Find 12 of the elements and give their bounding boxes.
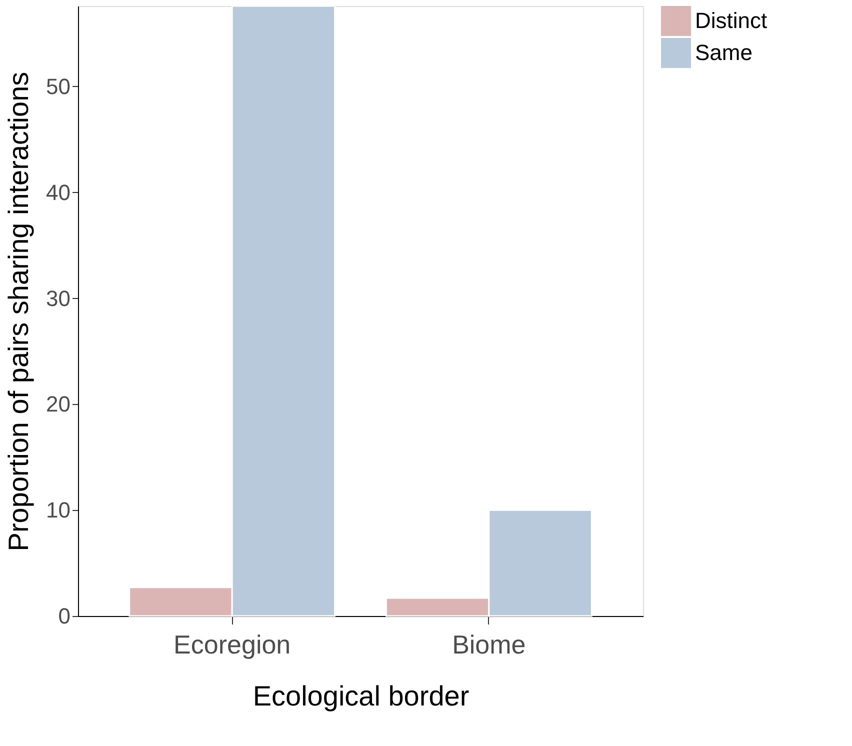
y-tick-label: 20 (46, 392, 70, 417)
y-axis-title: Proportion of pairs sharing interactions (3, 72, 34, 552)
x-tick-label: Ecoregion (174, 630, 291, 660)
legend-label: Distinct (695, 8, 768, 33)
y-tick-label: 0 (58, 604, 70, 628)
x-tick-label: Biome (452, 630, 526, 660)
x-axis-title: Ecological border (252, 680, 470, 712)
y-tick-label: 30 (46, 286, 70, 311)
legend-label: Same (695, 40, 752, 65)
y-tick-label: 40 (46, 180, 70, 205)
y-tick-label: 10 (46, 498, 70, 523)
y-tick-label: 50 (46, 74, 70, 99)
